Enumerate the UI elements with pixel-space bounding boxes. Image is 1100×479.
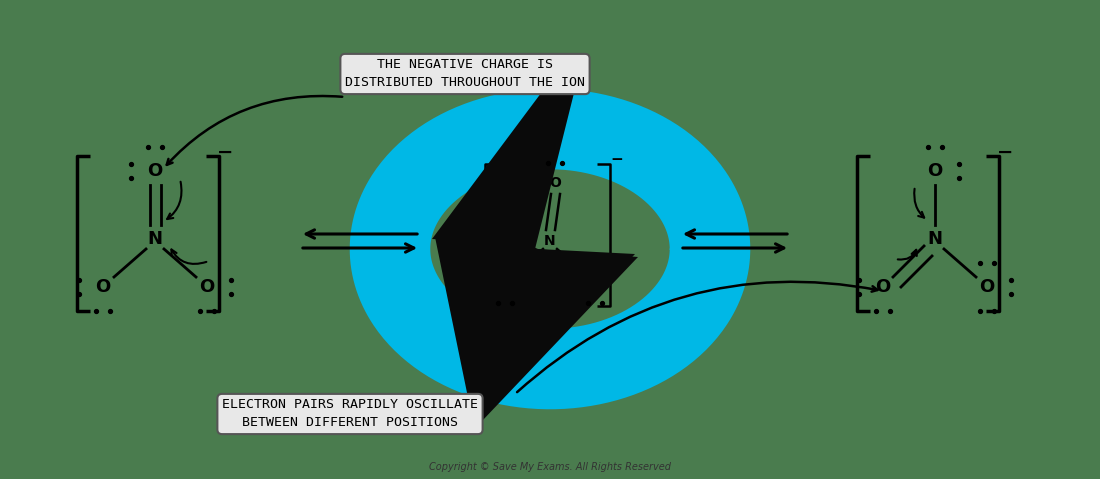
Text: −: − xyxy=(997,142,1013,161)
Polygon shape xyxy=(432,61,638,421)
Text: O: O xyxy=(199,278,214,296)
Text: O: O xyxy=(876,278,891,296)
Text: N: N xyxy=(927,230,943,248)
Text: O: O xyxy=(549,176,561,190)
Text: N: N xyxy=(544,234,556,248)
Text: O: O xyxy=(96,278,111,296)
Text: O: O xyxy=(927,162,943,180)
Text: THE NEGATIVE CHARGE IS
DISTRIBUTED THROUGHOUT THE ION: THE NEGATIVE CHARGE IS DISTRIBUTED THROU… xyxy=(345,58,585,90)
Text: −: − xyxy=(217,142,233,161)
Text: −: − xyxy=(610,151,624,167)
Polygon shape xyxy=(434,237,635,417)
Text: O: O xyxy=(499,276,510,290)
Text: N: N xyxy=(147,230,163,248)
Text: O: O xyxy=(590,276,601,290)
Polygon shape xyxy=(434,64,578,241)
Text: O: O xyxy=(979,278,994,296)
Text: O: O xyxy=(147,162,163,180)
Text: ELECTRON PAIRS RAPIDLY OSCILLATE
BETWEEN DIFFERENT POSITIONS: ELECTRON PAIRS RAPIDLY OSCILLATE BETWEEN… xyxy=(222,399,478,430)
Text: Copyright © Save My Exams. All Rights Reserved: Copyright © Save My Exams. All Rights Re… xyxy=(429,462,671,472)
